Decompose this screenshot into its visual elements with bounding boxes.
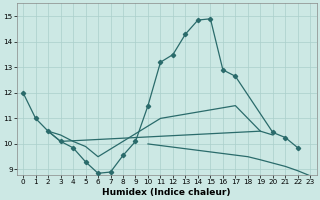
X-axis label: Humidex (Indice chaleur): Humidex (Indice chaleur) [102,188,231,197]
